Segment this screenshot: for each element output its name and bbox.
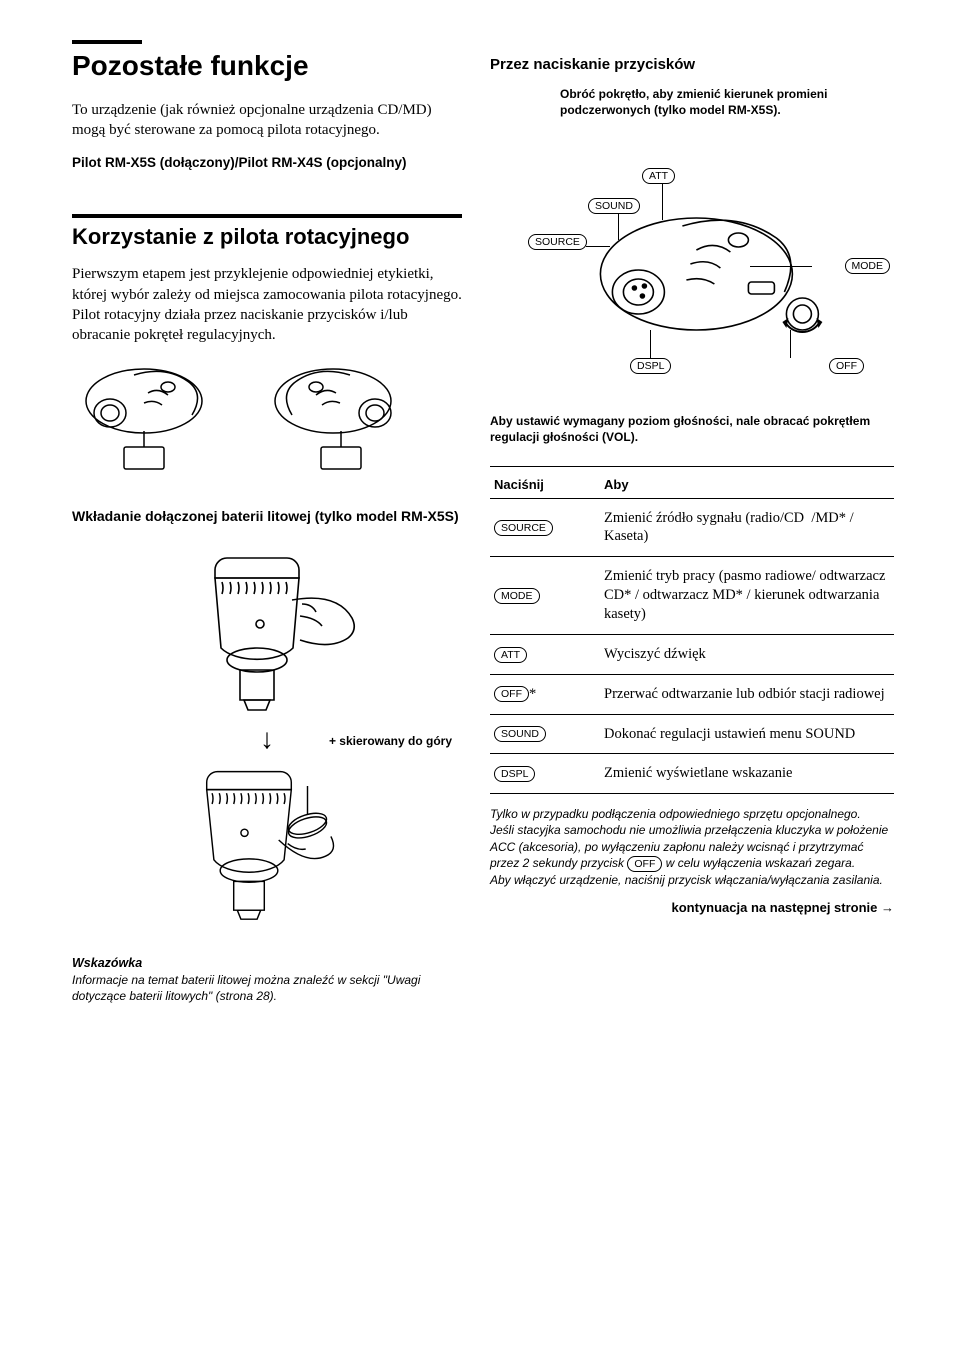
rule-h1 [72,40,142,44]
desc-cell: Zmienić źródło sygnału (radio/CD /MD* / … [600,498,894,557]
table-row: MODE Zmienić tryb pracy (pasmo radiowe/ … [490,557,894,635]
remote-left-icon [72,353,237,483]
table-row: SOUND Dokonać regulacji ustawień menu SO… [490,714,894,754]
desc-cell: Dokonać regulacji ustawień menu SOUND [600,714,894,754]
label-source: SOURCE [528,234,587,250]
remote-right-icon [247,353,412,483]
intro-text: To urządzenie (jak również opcjonalne ur… [72,100,462,141]
left-column: Pozostałe funkcje To urządzenie (jak rów… [72,40,462,1005]
h2-title: Korzystanie z pilota rotacyjnego [72,224,462,250]
btn-cell: MODE [490,557,600,635]
h1-title: Pozostałe funkcje [72,50,462,82]
battery-heading: Wkładanie dołączonej baterii litowej (ty… [72,507,462,526]
remote-big-icon [586,194,826,364]
footnote-2: Jeśli stacyjka samochodu nie umożliwia p… [490,822,894,871]
th-press: Naciśnij [490,466,600,498]
desc-cell: Przerwać odtwarzanie lub odbiór stacji r… [600,674,894,714]
para2: Pierwszym etapem jest przyklejenie odpow… [72,264,462,345]
function-table: Naciśnij Aby SOURCE Zmienić źródło sygna… [490,466,894,795]
btn-cell: ATT [490,634,600,674]
desc-cell: Wyciszyć dźwięk [600,634,894,674]
footnotes: Tylko w przypadku podłączenia odpowiedni… [490,806,894,888]
table-row: ATT Wyciszyć dźwięk [490,634,894,674]
press-heading: Przez naciskanie przycisków [490,55,894,75]
rotate-note: Obróć pokrętło, aby zmienić kierunek pro… [560,87,894,118]
intro-bold: Pilot RM-X5S (dołączony)/Pilot RM-X4S (o… [72,154,462,172]
battery-insert-bottom-icon [152,750,382,930]
labeled-remote-diagram: ATT SOUND SOURCE MODE DSPL OFF [490,130,894,410]
footnote-3: Aby włączyć urządzenie, naciśnij przycis… [490,872,894,888]
table-row: DSPL Zmienić wyświetlane wskazanie [490,754,894,794]
page: Pozostałe funkcje To urządzenie (jak rów… [0,0,954,1045]
right-column: Przez naciskanie przycisków Obróć pokręt… [490,40,894,1005]
tip-body: Informacje na temat baterii litowej możn… [72,972,462,1004]
btn-cell: SOURCE [490,498,600,557]
btn-cell: OFF* [490,674,600,714]
label-mode: MODE [845,258,891,274]
battery-insert-top-icon [152,540,382,720]
desc-cell: Zmienić wyświetlane wskazanie [600,754,894,794]
btn-cell: DSPL [490,754,600,794]
th-to: Aby [600,466,894,498]
remote-pair-illustration [72,353,462,483]
vol-note: Aby ustawić wymagany poziom głośności, n… [490,414,894,445]
footnote-1: Tylko w przypadku podłączenia odpowiedni… [490,806,894,822]
rule-h2 [72,214,462,218]
label-off: OFF [829,358,864,374]
btn-cell: SOUND [490,714,600,754]
continued-label: kontynuacja na następnej stronie → [490,900,894,915]
table-row: SOURCE Zmienić źródło sygnału (radio/CD … [490,498,894,557]
desc-cell: Zmienić tryb pracy (pasmo radiowe/ odtwa… [600,557,894,635]
label-att: ATT [642,168,675,184]
battery-illustrations: ↓ + skierowany do góry [72,540,462,930]
table-row: OFF* Przerwać odtwarzanie lub odbiór sta… [490,674,894,714]
tip-heading: Wskazówka [72,956,462,970]
